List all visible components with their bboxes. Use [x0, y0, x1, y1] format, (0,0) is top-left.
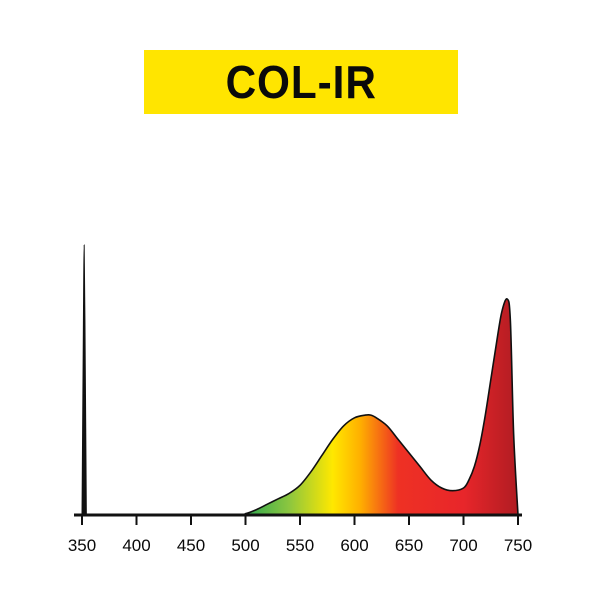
- x-tick-label-550: 550: [286, 536, 314, 555]
- x-tick-label-600: 600: [340, 536, 368, 555]
- spike-series: [81, 244, 87, 516]
- x-tick-label-750: 750: [504, 536, 532, 555]
- spectrum-area: [82, 298, 518, 516]
- spectrum-line: [81, 298, 519, 516]
- x-tick-label-400: 400: [122, 536, 150, 555]
- chart-title: COL-IR: [225, 56, 377, 108]
- x-tick-label-350: 350: [68, 536, 96, 555]
- x-tick-label-450: 450: [177, 536, 205, 555]
- x-tick-label-700: 700: [449, 536, 477, 555]
- x-tick-label-650: 650: [395, 536, 423, 555]
- x-tick-label-500: 500: [231, 536, 259, 555]
- title-banner: COL-IR: [144, 50, 458, 114]
